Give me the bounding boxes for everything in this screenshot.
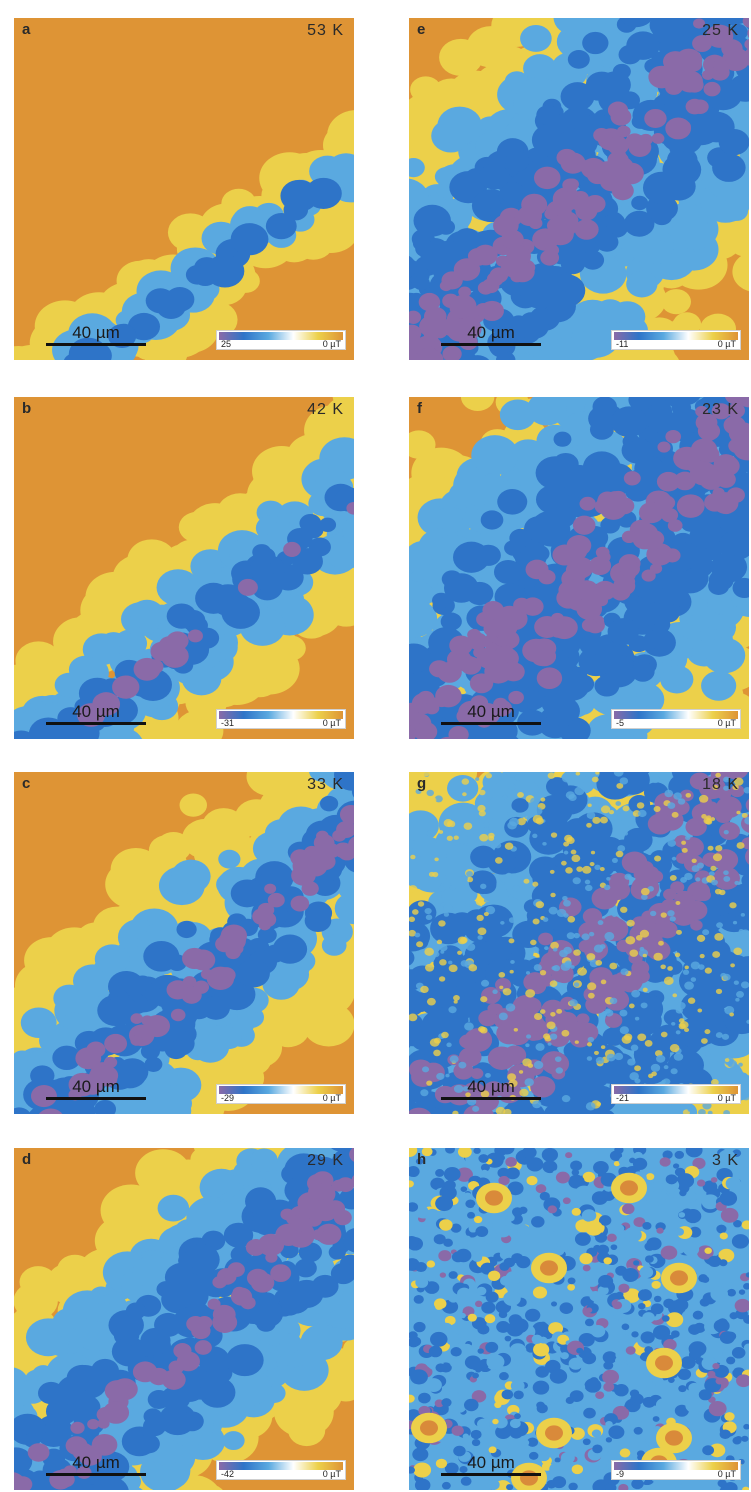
panel-label: d: [22, 1151, 32, 1168]
panel-f: f 23 K 40 µm -5 0 µT: [409, 397, 749, 739]
field-map-h: [409, 1148, 749, 1490]
scale-bar: 40 µm: [441, 1078, 541, 1100]
field-map-b: [14, 397, 354, 739]
panel-h: h 3 K 40 µm -9 0 µT: [409, 1148, 749, 1490]
panel-label: f: [417, 400, 422, 417]
scale-text: 40 µm: [467, 1453, 515, 1472]
panel-c: c 33 K 40 µm -29 0 µT: [14, 772, 354, 1114]
colorbar-min: -5: [616, 718, 625, 728]
scale-bar: 40 µm: [46, 324, 146, 346]
panel-d: d 29 K 40 µm -42 0 µT: [14, 1148, 354, 1490]
colorbar: -11 0 µT: [611, 330, 741, 350]
scale-bar: 40 µm: [46, 1454, 146, 1476]
scale-text: 40 µm: [467, 1077, 515, 1096]
temperature-label: 33 K: [307, 776, 344, 793]
scale-bar: 40 µm: [46, 703, 146, 725]
panel-b: b 42 K 40 µm -31 0 µT: [14, 397, 354, 739]
colorbar: 25 0 µT: [216, 330, 346, 350]
temperature-label: 18 K: [702, 776, 739, 793]
panel-label: b: [22, 400, 32, 417]
colorbar-max: 0 µT: [322, 1093, 341, 1103]
scale-text: 40 µm: [467, 323, 515, 342]
colorbar-min: -31: [221, 718, 235, 728]
colorbar-min: 25: [221, 339, 232, 349]
temperature-label: 23 K: [702, 401, 739, 418]
colorbar-min: -21: [616, 1093, 630, 1103]
colorbar-max: 0 µT: [322, 339, 341, 349]
panel-g: g 18 K 40 µm -21 0 µT: [409, 772, 749, 1114]
temperature-label: 53 K: [307, 22, 344, 39]
colorbar-max: 0 µT: [717, 1469, 736, 1479]
scale-bar: 40 µm: [46, 1078, 146, 1100]
panel-label: c: [22, 775, 31, 792]
field-map-g: [409, 772, 749, 1114]
scale-bar: 40 µm: [441, 1454, 541, 1476]
scale-text: 40 µm: [467, 702, 515, 721]
colorbar: -31 0 µT: [216, 709, 346, 729]
colorbar: -5 0 µT: [611, 709, 741, 729]
temperature-label: 29 K: [307, 1152, 344, 1169]
colorbar-min: -42: [221, 1469, 235, 1479]
field-map-d: [14, 1148, 354, 1490]
colorbar: -29 0 µT: [216, 1084, 346, 1104]
field-map-a: [14, 18, 354, 360]
field-map-e: [409, 18, 749, 360]
panel-label: e: [417, 21, 426, 38]
colorbar: -21 0 µT: [611, 1084, 741, 1104]
colorbar: -9 0 µT: [611, 1460, 741, 1480]
temperature-label: 3 K: [711, 1152, 739, 1169]
scale-text: 40 µm: [72, 1077, 120, 1096]
colorbar-min: -9: [616, 1469, 625, 1479]
panel-label: h: [417, 1151, 427, 1168]
colorbar-max: 0 µT: [717, 718, 736, 728]
colorbar-max: 0 µT: [717, 339, 736, 349]
scale-bar: 40 µm: [441, 703, 541, 725]
field-map-f: [409, 397, 749, 739]
scale-bar: 40 µm: [441, 324, 541, 346]
panel-label: a: [22, 21, 31, 38]
temperature-label: 42 K: [307, 401, 344, 418]
colorbar: -42 0 µT: [216, 1460, 346, 1480]
panel-e: e 25 K 40 µm -11 0 µT: [409, 18, 749, 360]
colorbar-min: -29: [221, 1093, 235, 1103]
scale-text: 40 µm: [72, 1453, 120, 1472]
colorbar-min: -11: [616, 339, 629, 349]
scale-text: 40 µm: [72, 323, 120, 342]
colorbar-max: 0 µT: [717, 1093, 736, 1103]
temperature-label: 25 K: [702, 22, 739, 39]
field-map-c: [14, 772, 354, 1114]
colorbar-max: 0 µT: [322, 1469, 341, 1479]
scale-text: 40 µm: [72, 702, 120, 721]
colorbar-max: 0 µT: [322, 718, 341, 728]
panel-label: g: [417, 775, 427, 792]
panel-a: a 53 K 40 µm 25 0 µT: [14, 18, 354, 360]
